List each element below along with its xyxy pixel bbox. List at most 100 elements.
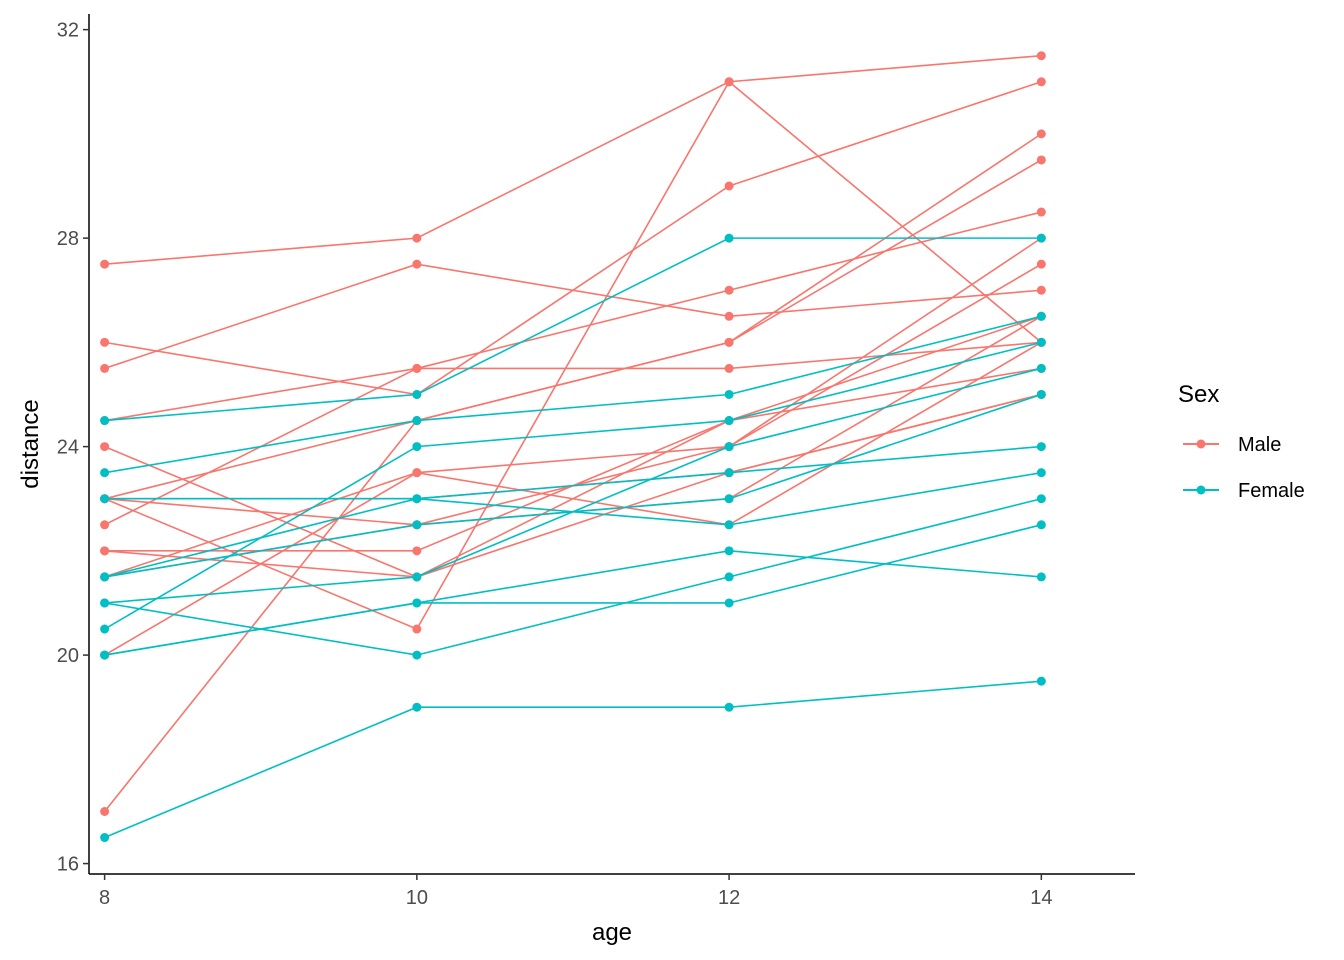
series-line xyxy=(104,367,1042,578)
x-tick-label: 12 xyxy=(718,887,740,909)
series-layer xyxy=(100,51,1046,843)
legend: Sex Male Female xyxy=(1178,381,1305,502)
data-point xyxy=(1036,676,1046,686)
data-point xyxy=(1036,442,1046,452)
data-point xyxy=(100,416,110,426)
y-axis-title: distance xyxy=(17,399,44,488)
data-point xyxy=(100,520,110,530)
series-line xyxy=(104,393,1042,500)
data-point xyxy=(412,389,422,399)
data-point xyxy=(412,416,422,426)
legend-title: Sex xyxy=(1178,381,1219,408)
data-point xyxy=(100,624,110,634)
data-point xyxy=(412,442,422,452)
data-point xyxy=(100,363,110,373)
data-point xyxy=(1036,520,1046,530)
data-point xyxy=(100,546,110,556)
series-line xyxy=(104,550,1042,656)
data-point xyxy=(724,77,734,87)
data-point xyxy=(1036,77,1046,87)
data-point xyxy=(412,494,422,504)
data-point xyxy=(412,520,422,530)
legend-label-female: Female xyxy=(1238,480,1305,502)
data-point xyxy=(1036,363,1046,373)
series-male-2 xyxy=(100,311,1046,582)
data-point xyxy=(100,650,110,660)
series-female-25 xyxy=(100,546,1046,660)
data-point xyxy=(724,520,734,530)
data-point xyxy=(724,311,734,321)
series-line xyxy=(104,393,1042,578)
data-point xyxy=(1036,155,1046,165)
data-point xyxy=(724,468,734,478)
data-point xyxy=(1036,285,1046,295)
data-point xyxy=(412,259,422,269)
data-point xyxy=(724,363,734,373)
series-line xyxy=(104,54,1042,265)
series-line xyxy=(104,393,1042,578)
data-point xyxy=(100,442,110,452)
y-tick-label: 32 xyxy=(57,20,79,42)
series-female-20 xyxy=(100,311,1046,478)
data-point xyxy=(724,442,734,452)
series-line xyxy=(104,237,1042,422)
data-point xyxy=(724,416,734,426)
data-point xyxy=(724,233,734,243)
series-line xyxy=(104,237,1042,578)
series-female-27 xyxy=(100,233,1046,426)
data-point xyxy=(412,546,422,556)
data-point xyxy=(1036,468,1046,478)
series-line xyxy=(104,315,1042,474)
data-point xyxy=(724,494,734,504)
data-point xyxy=(412,363,422,373)
series-male-10 xyxy=(100,51,1046,269)
data-point xyxy=(1036,207,1046,217)
data-point xyxy=(724,389,734,399)
series-female-23 xyxy=(100,389,1046,582)
series-male-3 xyxy=(100,259,1046,530)
data-point xyxy=(724,572,734,582)
legend-item-male: Male xyxy=(1183,434,1281,456)
data-point xyxy=(1036,259,1046,269)
x-axis-title: age xyxy=(592,919,632,946)
data-point xyxy=(100,468,110,478)
data-point xyxy=(412,468,422,478)
data-point xyxy=(412,702,422,712)
axes-layer xyxy=(88,14,1135,875)
x-tick-label: 10 xyxy=(406,887,428,909)
legend-key-point-female xyxy=(1196,485,1206,495)
y-tick-label: 24 xyxy=(57,437,79,459)
data-point xyxy=(1036,129,1046,139)
series-female-26 xyxy=(100,676,1046,843)
data-point xyxy=(724,546,734,556)
data-point xyxy=(100,337,110,347)
data-point xyxy=(1036,233,1046,243)
data-point xyxy=(1036,572,1046,582)
data-point xyxy=(412,598,422,608)
data-point xyxy=(724,181,734,191)
ticks-layer: 16 20 24 28 32 8 10 12 14 xyxy=(57,20,1053,909)
data-point xyxy=(412,233,422,243)
data-point xyxy=(1036,311,1046,321)
series-female-24 xyxy=(100,442,1046,504)
data-point xyxy=(724,702,734,712)
series-line xyxy=(104,263,1042,370)
legend-label-male: Male xyxy=(1238,434,1281,456)
data-point xyxy=(100,806,110,816)
legend-key-point-male xyxy=(1196,439,1206,449)
legend-item-female: Female xyxy=(1183,480,1305,502)
data-point xyxy=(412,650,422,660)
data-point xyxy=(724,285,734,295)
data-point xyxy=(412,624,422,634)
data-point xyxy=(724,598,734,608)
data-point xyxy=(1036,51,1046,61)
data-point xyxy=(1036,337,1046,347)
data-point xyxy=(1036,389,1046,399)
series-male-4 xyxy=(100,259,1046,373)
x-tick-label: 8 xyxy=(99,887,110,909)
series-line xyxy=(104,680,1042,839)
data-point xyxy=(100,572,110,582)
x-tick-label: 14 xyxy=(1030,887,1052,909)
y-tick-label: 16 xyxy=(57,854,79,876)
